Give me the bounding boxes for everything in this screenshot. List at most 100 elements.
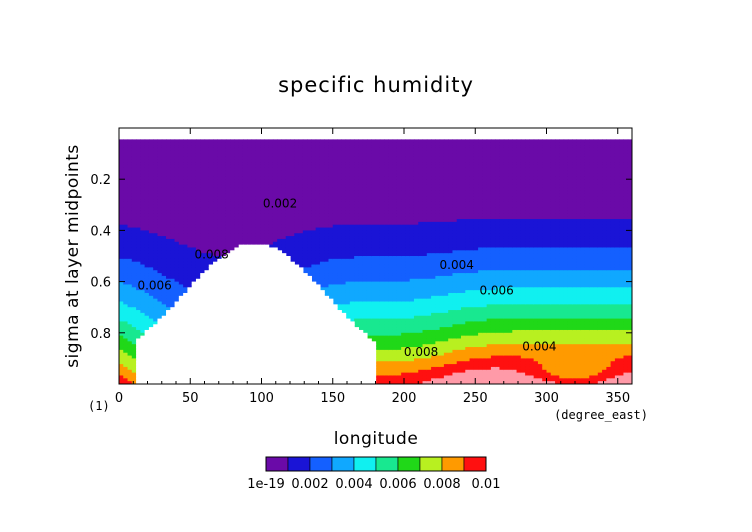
contour-cell [290,201,295,206]
contour-cell [251,145,257,149]
contour-cell [315,147,321,152]
contour-cell [337,159,342,163]
contour-cell [272,201,278,206]
contour-cell [315,241,321,246]
contour-cell [281,221,287,226]
contour-cell [140,159,146,163]
contour-cell [131,258,137,263]
contour-cell [341,310,347,314]
contour-cell [307,253,312,257]
contour-cell [324,156,330,160]
contour-cell [123,233,129,237]
contour-cell [204,258,210,263]
contour-cell [358,207,364,212]
contour-cell [187,275,193,280]
contour-cell [272,230,278,234]
contour-cell [191,173,197,177]
contour-cell [204,184,210,189]
contour-cell [225,216,231,220]
contour-cell [251,227,257,231]
contour-cell [213,150,218,155]
contour-cell [161,250,167,254]
contour-cell [187,207,193,212]
contour-cell [183,273,189,277]
contour-cell [315,264,321,268]
contour-cell [123,193,129,197]
contour-cell [354,159,360,163]
contour-cell [127,290,133,294]
contour-cell [131,207,137,212]
contour-cell [161,275,167,280]
contour-cell [144,176,150,180]
contour-cell [242,150,248,155]
contour-cell [200,238,206,243]
contour-cell [157,261,163,266]
contour-cell [337,176,342,180]
contour-cell [358,153,364,158]
contour-cell [358,213,364,217]
contour-cell [341,256,347,260]
contour-cell [311,199,317,203]
contour-cell [260,179,265,183]
contour-cell [362,150,368,155]
contour-cell [148,193,154,197]
contour-cell [290,190,295,195]
contour-cell [251,179,257,183]
contour-cell [234,199,240,203]
contour-cell [136,164,141,169]
contour-cell [251,176,257,180]
contour-cell [332,227,338,231]
contour-cell [191,139,197,143]
contour-cell [298,213,304,217]
contour-cell [268,221,274,226]
contour-cell [234,139,240,143]
contour-cell [302,241,308,246]
contour-cell [234,182,240,186]
contour-cell [131,381,137,384]
contour-cell [166,210,171,214]
contour-cell [345,230,351,234]
contour-cell [311,145,317,149]
contour-cell [277,187,283,192]
contour-cell [170,216,176,220]
contour-cell [119,304,124,308]
contour-cell [302,250,308,254]
contour-cell [161,258,167,263]
contour-cell [225,201,231,206]
contour-cell [187,238,193,243]
contour-cell [268,142,274,146]
contour-cell [311,164,317,169]
contour-cell [294,145,300,149]
contour-cell [183,281,189,286]
contour-cell [195,201,201,206]
contour-cell [127,347,133,351]
contour-cell [144,273,150,277]
contour-cell [195,162,201,166]
contour-cell [337,230,342,234]
contour-cell [230,142,236,146]
contour-cell [153,221,159,226]
contour-cell [264,145,270,149]
contour-cell [277,147,283,152]
contour-cell [213,173,218,177]
contour-cell [328,295,334,300]
contour-cell [341,170,347,175]
contour-cell [362,250,368,254]
contour-cell [290,247,295,251]
contour-cell [221,219,227,223]
contour-cell [358,312,364,317]
contour-cell [341,258,347,263]
contour-cell [140,267,146,271]
contour-cell [153,167,159,172]
contour-cell [255,196,261,200]
contour-cell [213,219,218,223]
contour-cell [328,190,334,195]
contour-cell [136,184,141,189]
contour-cell [302,162,308,166]
contour-cell [349,258,355,263]
contour-cell [341,199,347,203]
contour-cell [119,193,124,197]
contour-cell [204,153,210,158]
contour-cell [277,233,283,237]
contour-cell [123,156,129,160]
